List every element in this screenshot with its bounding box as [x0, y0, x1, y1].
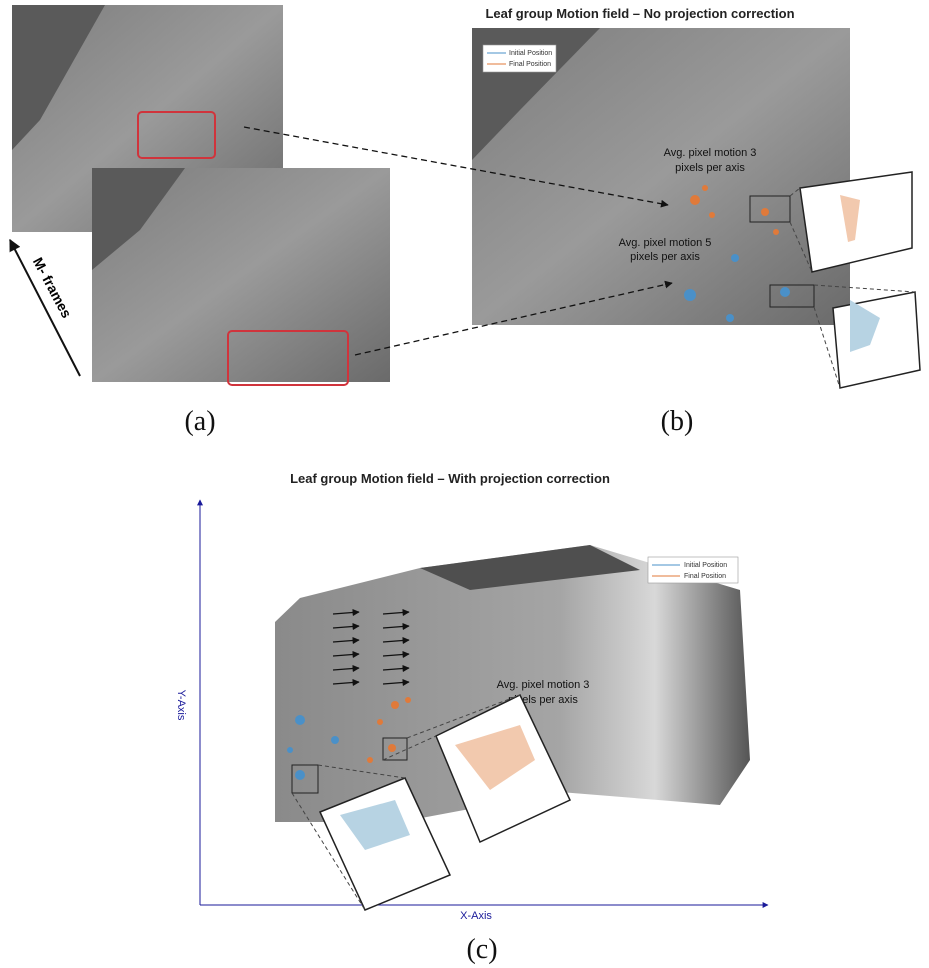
- panel-title: Leaf group Motion field – No projection …: [485, 6, 794, 21]
- x-axis-label: X-Axis: [460, 910, 492, 922]
- legend-entry: Initial Position: [684, 562, 727, 569]
- legend-entry: Final Position: [684, 573, 726, 580]
- panel-label: (c): [466, 934, 497, 965]
- annotation: pixels per axis: [630, 251, 700, 263]
- annotation: Avg. pixel motion 3: [664, 147, 757, 159]
- panel-label: (a): [184, 406, 215, 437]
- frames-label: M- frames: [30, 255, 75, 321]
- y-axis-label: Y-Axis: [175, 690, 187, 721]
- panel-title: Leaf group Motion field – With projectio…: [290, 471, 610, 486]
- panel-label: (b): [661, 406, 694, 437]
- figure: M- frames (a) Leaf group Motion field – …: [0, 0, 929, 968]
- panel-a: M- frames (a): [10, 5, 390, 437]
- annotation: pixels per axis: [675, 162, 745, 174]
- legend-entry: Final Position: [509, 61, 551, 68]
- legend-entry: Initial Position: [509, 50, 552, 57]
- annotation: Avg. pixel motion 5: [619, 237, 712, 249]
- panel-c: Leaf group Motion field – With projectio…: [175, 471, 768, 965]
- annotation: Avg. pixel motion 3: [497, 679, 590, 691]
- inset: [833, 292, 920, 388]
